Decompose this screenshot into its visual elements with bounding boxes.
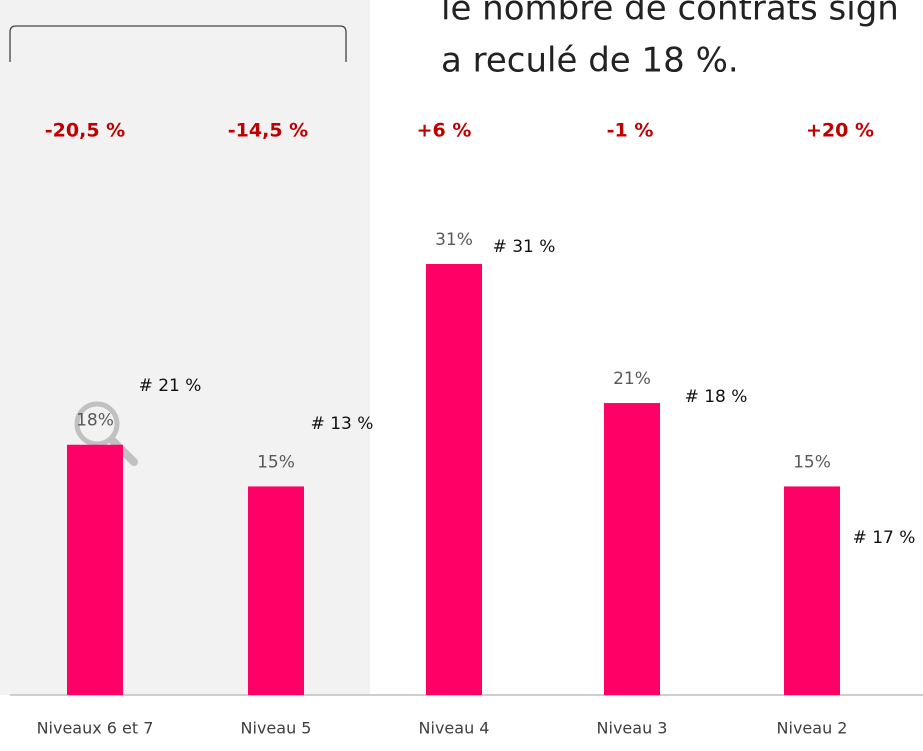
bar <box>67 444 123 695</box>
text-line: le nombre de contrats sign <box>441 0 899 29</box>
highlight-panel <box>0 0 370 695</box>
bar <box>248 486 304 695</box>
x-tick-label: Niveau 3 <box>597 719 668 738</box>
change-label: -14,5 % <box>228 120 308 142</box>
annotation: # 17 % <box>853 528 916 548</box>
x-tick-label: Niveau 4 <box>419 719 490 738</box>
bar <box>426 264 482 695</box>
change-label: -1 % <box>607 120 654 142</box>
annotation: # 21 % <box>139 376 202 396</box>
value-label: 15% <box>257 452 295 472</box>
x-tick-label: Niveaux 6 et 7 <box>37 719 154 738</box>
value-label: 18% <box>76 411 114 431</box>
value-label: 31% <box>435 230 473 250</box>
x-tick-label: Niveau 2 <box>777 719 848 738</box>
text-line: a reculé de 18 %. <box>441 41 739 81</box>
annotation: # 31 % <box>493 237 556 257</box>
bar <box>604 403 660 695</box>
change-label: +20 % <box>806 120 874 142</box>
bar <box>784 486 840 695</box>
change-label: -20,5 % <box>45 120 125 142</box>
bracket <box>9 25 347 62</box>
value-label: 15% <box>793 452 831 472</box>
x-tick-label: Niveau 5 <box>241 719 312 738</box>
annotation: # 18 % <box>685 387 748 407</box>
annotation: # 13 % <box>311 414 374 434</box>
value-label: 21% <box>613 369 651 389</box>
change-label: +6 % <box>417 120 472 142</box>
